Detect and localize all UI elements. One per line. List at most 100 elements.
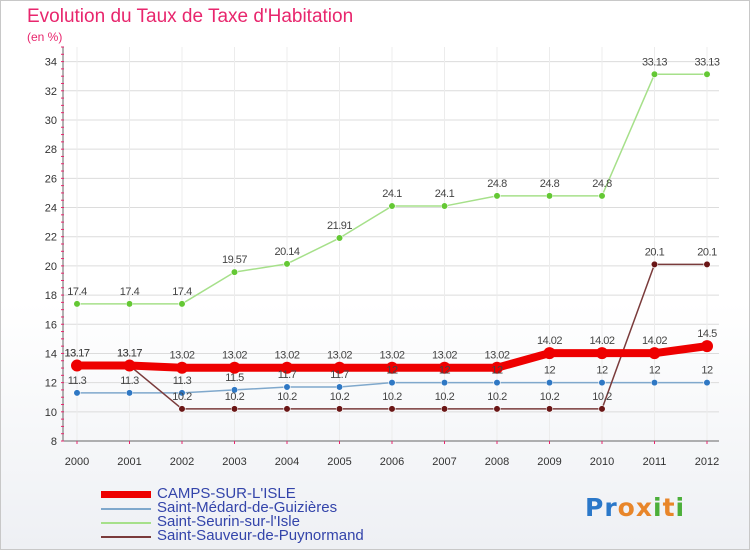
legend-item: Saint-Sauveur-de-Puynormand	[101, 527, 401, 546]
series-0-point-2002	[176, 361, 188, 374]
series-2-point-2010	[598, 192, 606, 200]
series-3-label-2009: 10.2	[540, 391, 560, 403]
x-tick-label-2010: 2010	[590, 456, 614, 468]
series-2-label-2010: 24.8	[592, 178, 612, 190]
series-1-label-2005: 11.7	[330, 369, 349, 381]
series-0-point-2004	[281, 361, 293, 374]
y-tick-label-20: 20	[45, 261, 57, 273]
series-0-label-2009: 14.02	[537, 335, 562, 347]
series-0-point-2011	[648, 347, 661, 360]
series-3-label-2000: 13.17	[64, 348, 89, 360]
series-1-point-2006	[388, 379, 396, 387]
x-tick-label-2008: 2008	[485, 456, 509, 468]
y-unit-label: (en %)	[27, 30, 63, 44]
series-3-point-2005	[335, 405, 344, 413]
series-1-point-2008	[493, 379, 501, 387]
series-1-point-2002	[178, 389, 186, 397]
series-2-label-2012: 33.13	[694, 56, 719, 68]
series-3-label-2004: 10.2	[277, 391, 297, 403]
series-2-point-2004	[283, 260, 291, 268]
series-2-point-2007	[440, 202, 449, 210]
logo-letter: r	[604, 493, 618, 522]
series-1-label-2006: 12	[386, 365, 398, 377]
logo-letter: P	[585, 493, 605, 522]
series-2-label-2001: 17.4	[120, 286, 140, 298]
series-1-label-2008: 12	[491, 365, 503, 377]
series-0-label-2012: 14.5	[697, 328, 717, 340]
series-1-point-2010	[598, 379, 606, 387]
y-tick-label-30: 30	[45, 115, 57, 127]
series-2-point-2005	[335, 234, 344, 242]
proxiti-logo: Proxiti	[585, 493, 685, 522]
series-1-point-2009	[545, 379, 554, 387]
series-0-label-2000: 13.17	[64, 348, 89, 360]
y-tick-label-10: 10	[45, 407, 57, 419]
series-3-label-2011: 20.1	[645, 246, 665, 258]
series-3-point-2006	[388, 405, 396, 413]
y-tick-label-32: 32	[45, 86, 57, 98]
series-1-point-2000	[73, 389, 81, 397]
series-2-point-2000	[73, 300, 81, 308]
x-tick-label-2012: 2012	[695, 456, 719, 468]
legend-item: CAMPS-SUR-L'ISLE	[101, 485, 401, 504]
series-0-label-2001: 13.17	[117, 348, 142, 360]
y-tick-label-28: 28	[45, 144, 57, 156]
series-3-label-2003: 10.2	[225, 391, 245, 403]
series-0-label-2006: 13.02	[379, 350, 404, 362]
series-1-label-2000: 11.3	[68, 375, 87, 387]
series-2-label-2006: 24.1	[382, 188, 402, 200]
series-3-point-2003	[230, 405, 239, 413]
legend-swatch	[101, 522, 151, 524]
series-3-point-2002	[178, 405, 186, 413]
x-tick-label-2011: 2011	[643, 456, 667, 468]
logo-letter: t	[662, 493, 676, 522]
series-2-label-2000: 17.4	[67, 286, 87, 298]
series-0-label-2010: 14.02	[589, 335, 614, 347]
series-3-label-2006: 10.2	[382, 391, 402, 403]
series-2-point-2009	[545, 192, 554, 200]
y-tick-label-22: 22	[45, 232, 57, 244]
series-1-label-2003: 11.5	[225, 372, 244, 384]
series-0-point-2008	[491, 361, 503, 374]
series-0-point-2012	[701, 340, 713, 353]
y-tick-label-16: 16	[45, 319, 57, 331]
legend-label: CAMPS-SUR-L'ISLE	[157, 485, 296, 502]
series-2-label-2007: 24.1	[435, 188, 455, 200]
series-0-label-2003: 13.02	[222, 350, 247, 362]
series-2-label-2004: 20.14	[274, 246, 299, 258]
series-2-label-2005: 21.91	[327, 220, 352, 232]
series-3-label-2007: 10.2	[435, 391, 455, 403]
series-2-point-2001	[125, 300, 134, 308]
series-1-label-2002: 11.3	[173, 375, 192, 387]
series-0-point-2006	[386, 361, 398, 374]
series-0-point-2010	[596, 347, 608, 360]
series-3-label-2012: 20.1	[697, 246, 717, 258]
series-1-point-2007	[440, 379, 449, 387]
logo-letter: x	[635, 493, 653, 522]
series-1-label-2007: 12	[439, 365, 451, 377]
logo-letter: o	[617, 493, 636, 522]
series-3-point-2004	[283, 405, 291, 413]
series-0-point-2005	[333, 361, 346, 374]
series-0-label-2011: 14.02	[642, 335, 667, 347]
x-tick-label-2000: 2000	[65, 456, 89, 468]
chart-title: Evolution du Taux de Taxe d'Habitation	[27, 6, 354, 27]
series-2-point-2011	[650, 70, 659, 78]
series-3-point-2010	[598, 405, 606, 413]
series-0-label-2008: 13.02	[484, 350, 509, 362]
series-3-label-2002: 10.2	[172, 391, 192, 403]
y-tick-label-24: 24	[45, 203, 57, 215]
legend-label: Saint-Seurin-sur-l'Isle	[157, 513, 300, 530]
series-3-point-2008	[493, 405, 501, 413]
series-2-point-2006	[388, 202, 396, 210]
series-2-point-2012	[703, 70, 711, 78]
y-tick-label-18: 18	[45, 290, 57, 302]
series-1-label-2010: 12	[596, 365, 608, 377]
series-0-label-2002: 13.02	[169, 350, 194, 362]
series-1-label-2004: 11.7	[278, 369, 297, 381]
series-2-label-2002: 17.4	[172, 286, 192, 298]
series-1-label-2011: 12	[649, 365, 661, 377]
x-tick-label-2007: 2007	[432, 456, 456, 468]
series-2-label-2011: 33.13	[642, 56, 667, 68]
x-tick-label-2005: 2005	[327, 456, 351, 468]
